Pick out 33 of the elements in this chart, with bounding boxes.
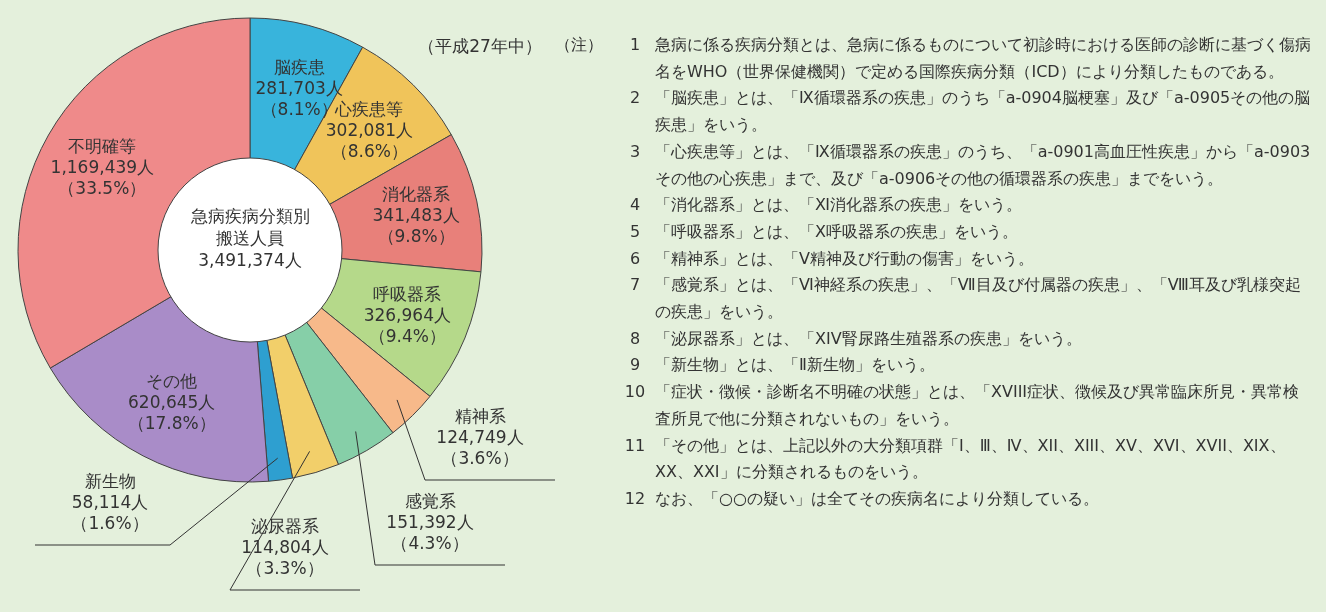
slice-label: その他 [146, 370, 198, 391]
slice-label: 消化器系 [382, 184, 451, 205]
text: 10 「症状・徴候・診断名不明確の状態」とは、「XVIII症状、徴候及び異常臨床所見・異常検査所見で他に分類されないもの」をいう。 [623, 381, 1301, 430]
text: 12 なお、「○○の疑い」は全てその疾病名により分類している。 [623, 487, 1100, 510]
text: 9 「新生物」とは、「Ⅱ新生物」をいう。 [628, 354, 936, 377]
data-label: 58,114人（1.6%） [71, 492, 149, 533]
text: 4 「消化器系」とは、「Ⅺ消化器系の疾患」をいう。 [628, 194, 1023, 217]
text: （注） [555, 34, 603, 56]
data-label: 1,169,439人（33.5%） [50, 156, 155, 198]
data-label: 326,964人（9.4%） [363, 305, 451, 347]
text: 5 「呼吸器系」とは、「Ⅹ呼吸器系の疾患」をいう。 [628, 220, 1019, 243]
data-label: 151,392人（4.3%） [386, 512, 474, 553]
slice-label: 泌尿器系 [251, 516, 319, 536]
text: 2 「脳疾患」とは、「Ⅸ循環器系の疾患」のうち「a-0904脳梗塞」及び「a-0905その他の脳疾患」をいう。 [628, 87, 1312, 137]
slice-label: 感覚系 [404, 491, 456, 511]
text: 11 「その他」とは、上記以外の大分類項群「Ⅰ、Ⅲ、Ⅳ、XII、XIII、XV、XVI、XVII、XIX、XX、XXI」に分類されるものをいう。 [623, 434, 1287, 484]
slice-label: 呼吸器系 [373, 284, 442, 305]
text: 8 「泌尿器系」とは、「XIV腎尿路生殖器系の疾患」をいう。 [628, 327, 1083, 350]
data-label: 620,645人（17.8%） [127, 391, 216, 433]
slice-label: 新生物 [84, 471, 136, 491]
data-label: 302,081人（8.6%） [325, 120, 414, 161]
text: 6 「精神系」とは、「Ⅴ精神及び行動の傷害」をいう。 [628, 247, 1035, 270]
text: 3 「心疾患等」とは、「Ⅸ循環器系の疾患」のうち、「a-0901高血圧性疾患」から「a-0903その他の心疾患」まで、及び「a-0906その他の循環器系の疾患」までをいう。 [628, 140, 1312, 190]
data-label: 114,804人（3.3%） [241, 537, 329, 578]
text: 1 急病に係る疾病分類とは、急病に係るものについて初診時における医師の診断に基づく傷病名をWHO（世界保健機関）で定める国際疾病分類（ICD）により分類したものである。 [628, 34, 1312, 83]
data-label: 124,749人（3.6%） [436, 427, 524, 468]
data-label: 341,483人（9.8%） [372, 205, 460, 247]
slice-label: 精神系 [454, 406, 506, 426]
slice-label: 脳疾患 [273, 57, 325, 78]
text: 急病疾病分類別搬送人員3,491,374人 [189, 205, 311, 271]
text: （平成27年中） [418, 36, 542, 56]
slice-label: 不明確等 [68, 135, 137, 156]
text: 7 「感覚系」とは、「Ⅵ神経系の疾患」、「Ⅶ目及び付属器の疾患」、「Ⅷ耳及び乳様突起の疾患」をいう。 [628, 274, 1302, 324]
